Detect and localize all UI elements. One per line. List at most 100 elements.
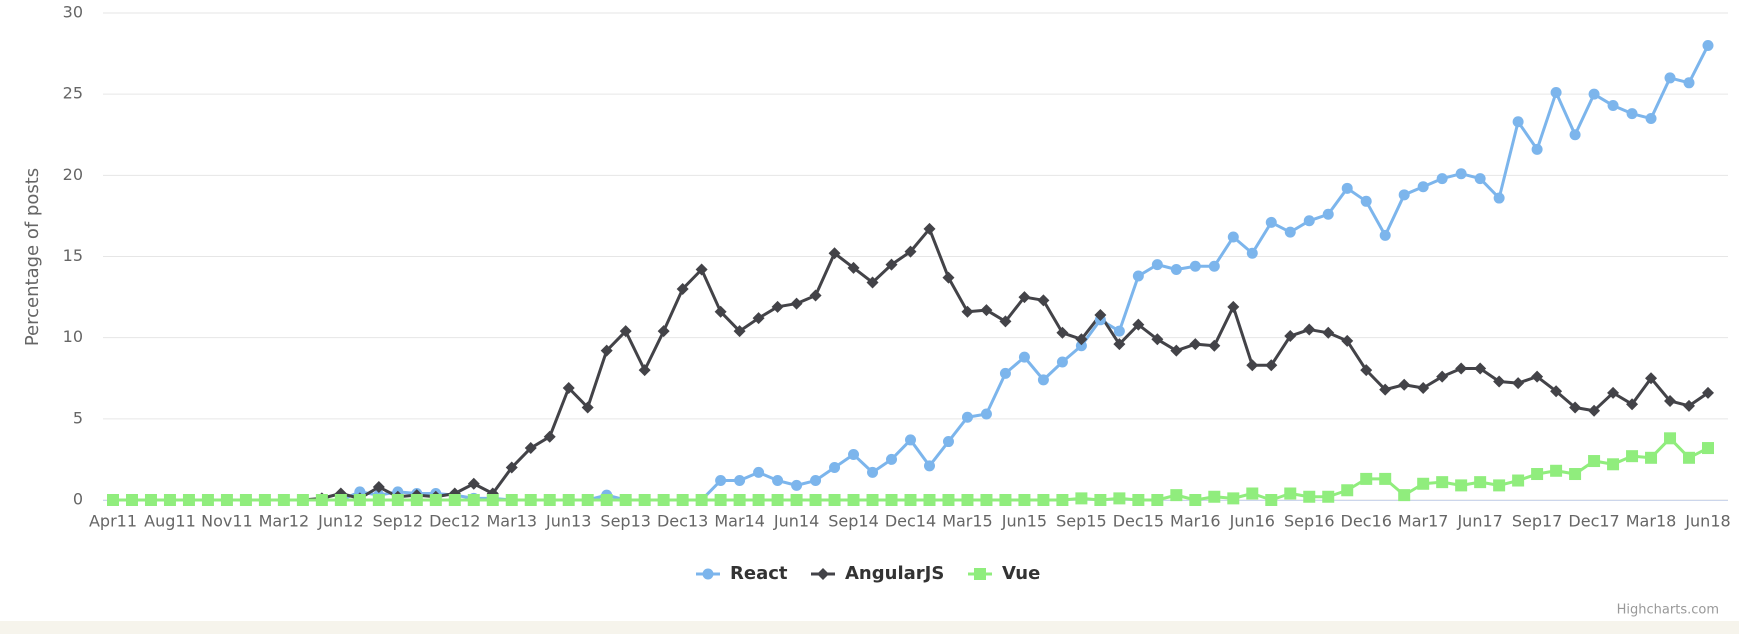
- point-marker: [1569, 468, 1582, 481]
- point-marker: [1151, 259, 1163, 271]
- point-marker: [999, 494, 1012, 506]
- point-marker: [1322, 490, 1335, 503]
- point-marker: [1208, 339, 1221, 352]
- legend-marker: [974, 568, 986, 580]
- point-marker: [714, 494, 727, 506]
- point-marker: [657, 494, 670, 506]
- point-marker: [809, 494, 822, 506]
- point-marker: [182, 494, 195, 506]
- point-marker: [1417, 181, 1429, 193]
- x-tick-label: Mar13: [486, 512, 537, 531]
- point-marker: [1227, 231, 1239, 243]
- point-marker: [999, 367, 1011, 379]
- point-marker: [1284, 487, 1297, 500]
- x-tick-label: Sep14: [828, 512, 879, 531]
- x-tick-label: Dec15: [1113, 512, 1164, 531]
- point-marker: [1170, 344, 1183, 357]
- x-tick-label: Sep12: [373, 512, 424, 531]
- point-marker: [1265, 494, 1278, 506]
- point-marker: [1417, 381, 1430, 394]
- point-marker: [866, 494, 879, 506]
- point-marker: [1075, 333, 1088, 346]
- point-marker: [1189, 260, 1201, 272]
- point-marker: [1683, 451, 1696, 464]
- point-marker: [1113, 492, 1126, 505]
- point-marker: [1531, 143, 1543, 155]
- x-tick-label: Dec17: [1568, 512, 1619, 531]
- point-marker: [961, 411, 973, 423]
- point-marker: [1132, 318, 1145, 331]
- point-marker: [1056, 356, 1068, 368]
- y-tick-label: 0: [73, 490, 83, 509]
- point-marker: [1360, 195, 1372, 207]
- point-marker: [1227, 300, 1240, 313]
- point-marker: [695, 263, 708, 276]
- x-tick-label: Dec12: [429, 512, 480, 531]
- point-marker: [638, 364, 651, 377]
- point-marker: [676, 494, 689, 506]
- x-tick-label: Dec14: [885, 512, 936, 531]
- point-marker: [1626, 108, 1638, 120]
- point-marker: [1588, 455, 1601, 468]
- point-marker: [904, 245, 917, 258]
- point-marker: [676, 282, 689, 295]
- x-tick-label: Jun15: [1001, 512, 1047, 531]
- point-marker: [1512, 474, 1525, 487]
- point-marker: [619, 325, 632, 338]
- point-marker: [372, 494, 385, 506]
- point-marker: [733, 325, 746, 338]
- legend-label: AngularJS: [845, 563, 944, 584]
- point-marker: [695, 494, 708, 506]
- point-marker: [1455, 362, 1468, 375]
- point-marker: [1322, 208, 1334, 220]
- point-marker: [562, 494, 575, 506]
- point-marker: [923, 460, 935, 472]
- y-tick-label: 25: [63, 84, 83, 103]
- point-marker: [1056, 494, 1069, 506]
- point-marker: [1246, 247, 1258, 259]
- point-marker: [1303, 323, 1316, 336]
- legend-label: React: [730, 563, 788, 584]
- x-tick-label: Mar12: [259, 512, 310, 531]
- point-marker: [1341, 334, 1354, 347]
- point-marker: [1531, 370, 1544, 383]
- point-marker: [867, 466, 879, 478]
- point-marker: [1493, 479, 1506, 492]
- point-marker: [1645, 451, 1658, 464]
- point-marker: [885, 258, 898, 271]
- point-marker: [1189, 338, 1202, 351]
- point-marker: [448, 494, 461, 506]
- point-marker: [885, 494, 898, 506]
- x-tick-label: Mar17: [1398, 512, 1449, 531]
- x-tick-label: Aug11: [144, 512, 196, 531]
- point-marker: [1474, 173, 1486, 185]
- point-marker: [1702, 442, 1714, 455]
- point-marker: [980, 408, 992, 420]
- point-marker: [1398, 189, 1410, 201]
- point-marker: [1607, 458, 1620, 471]
- point-marker: [334, 494, 347, 506]
- point-marker: [1664, 394, 1677, 407]
- point-marker: [848, 449, 860, 461]
- y-tick-label: 30: [63, 3, 83, 22]
- y-tick-label: 5: [73, 408, 83, 427]
- point-marker: [1151, 333, 1164, 346]
- y-tick-label: 10: [63, 327, 83, 346]
- point-marker: [1360, 364, 1373, 377]
- point-marker: [1455, 168, 1467, 180]
- point-marker: [905, 434, 916, 446]
- point-marker: [1588, 88, 1600, 100]
- point-marker: [467, 477, 480, 490]
- point-marker: [1208, 490, 1221, 503]
- x-tick-label: Sep17: [1512, 512, 1563, 531]
- point-marker: [543, 494, 556, 506]
- point-marker: [1683, 77, 1695, 89]
- point-marker: [1075, 492, 1088, 505]
- point-marker: [791, 479, 803, 491]
- x-tick-label: Sep13: [600, 512, 651, 531]
- point-marker: [296, 494, 309, 506]
- point-marker: [1246, 359, 1259, 372]
- point-marker: [1417, 477, 1430, 490]
- point-marker: [1493, 192, 1505, 204]
- point-marker: [734, 475, 746, 487]
